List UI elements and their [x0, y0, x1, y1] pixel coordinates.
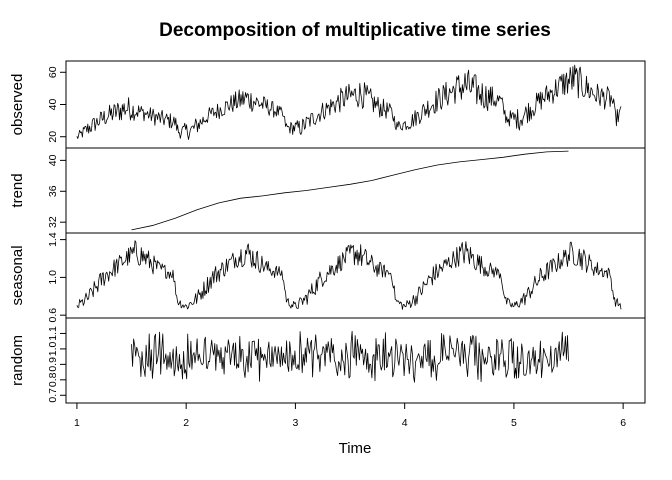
y-tick-label: 0.9	[47, 357, 59, 372]
y-tick-label: 60	[47, 66, 59, 78]
y-tick-label: 0.7	[47, 388, 59, 403]
y-axis-label: trend	[9, 173, 26, 207]
panels: observed204060trend323640seasonal0.61.01…	[9, 60, 646, 404]
x-tick-label: 4	[402, 417, 408, 429]
x-tick-label: 1	[74, 417, 80, 429]
y-tick-label: 20	[47, 131, 59, 143]
y-axis-label: observed	[9, 74, 26, 136]
x-tick-label: 2	[183, 417, 189, 429]
panel-frame	[65, 60, 646, 149]
y-tick-label: 36	[47, 185, 59, 197]
y-tick-label: 32	[47, 216, 59, 228]
y-tick-label: 1.0	[47, 341, 59, 356]
x-axis: 1 2 3 4 5 6	[74, 402, 626, 429]
x-axis-label: Time	[339, 440, 372, 457]
y-tick-label: 1.0	[47, 270, 59, 285]
x-tick-label: 6	[620, 417, 626, 429]
y-tick-label: 0.8	[47, 372, 59, 387]
series-line-seasonal	[76, 240, 622, 310]
y-tick-label: 1.1	[47, 326, 59, 341]
x-tick-label: 3	[292, 417, 298, 429]
y-axis-label: seasonal	[9, 245, 26, 305]
panel-seasonal: seasonal 0.6 1.0 1.4	[9, 232, 646, 323]
panel-frame	[65, 147, 646, 234]
x-tick-label: 5	[511, 417, 517, 429]
series-line-observed	[76, 64, 622, 140]
panel-frame	[65, 232, 646, 319]
y-tick-label: 40	[47, 99, 59, 111]
panel-observed: observed 20 40 60	[9, 60, 646, 149]
y-tick-label: 0.6	[47, 308, 59, 323]
series-line-trend	[131, 150, 569, 231]
chart-title: Decomposition of multiplicative time ser…	[159, 20, 551, 41]
panel-trend: trend 32 36 40	[9, 147, 646, 234]
series-line-random	[131, 330, 569, 383]
y-tick-label: 40	[47, 154, 59, 166]
y-axis-label: random	[9, 335, 26, 386]
y-tick-label: 1.4	[47, 232, 59, 247]
panel-frame	[65, 317, 646, 404]
panel-random: random 0.7 0.9 1.1 0.8 1.0	[9, 317, 646, 404]
